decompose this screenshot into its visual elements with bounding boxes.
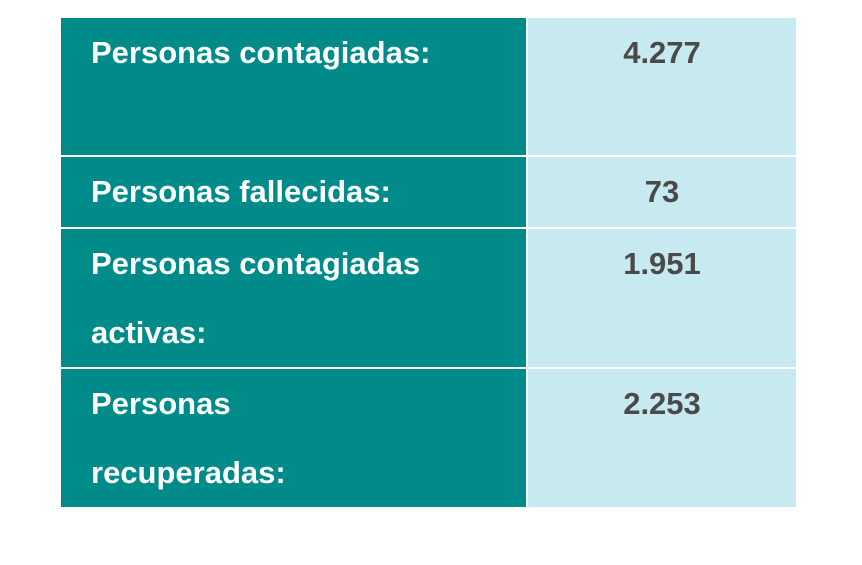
row-value-contagiadas: 4.277 bbox=[527, 18, 796, 156]
table-row-contagiadas: Personas contagiadas: 4.277 bbox=[61, 18, 796, 156]
row-label-text: Personas fallecidas: bbox=[91, 174, 391, 209]
row-label-fallecidas: Personas fallecidas: bbox=[61, 155, 528, 228]
row-value-activas: 1.951 bbox=[527, 227, 796, 368]
row-value-recuperadas: 2.253 bbox=[527, 367, 796, 507]
covid-stats-table: Personas contagiadas: 4.277 Personas fal… bbox=[61, 18, 796, 507]
row-label-recuperadas: Personas recuperadas: bbox=[61, 367, 528, 507]
row-label-text: Personas contagiadas activas: bbox=[91, 246, 421, 350]
table-row-recuperadas: Personas recuperadas: 2.253 bbox=[61, 367, 796, 507]
table-row-fallecidas: Personas fallecidas: 73 bbox=[61, 155, 796, 228]
row-value-fallecidas: 73 bbox=[527, 155, 796, 228]
table-row-activas: Personas contagiadas activas: 1.951 bbox=[61, 227, 796, 368]
row-label-text: Personas contagiadas: bbox=[91, 35, 431, 70]
row-label-contagiadas: Personas contagiadas: bbox=[61, 18, 528, 156]
row-label-text: Personas recuperadas: bbox=[91, 386, 286, 490]
row-label-activas: Personas contagiadas activas: bbox=[61, 227, 528, 368]
